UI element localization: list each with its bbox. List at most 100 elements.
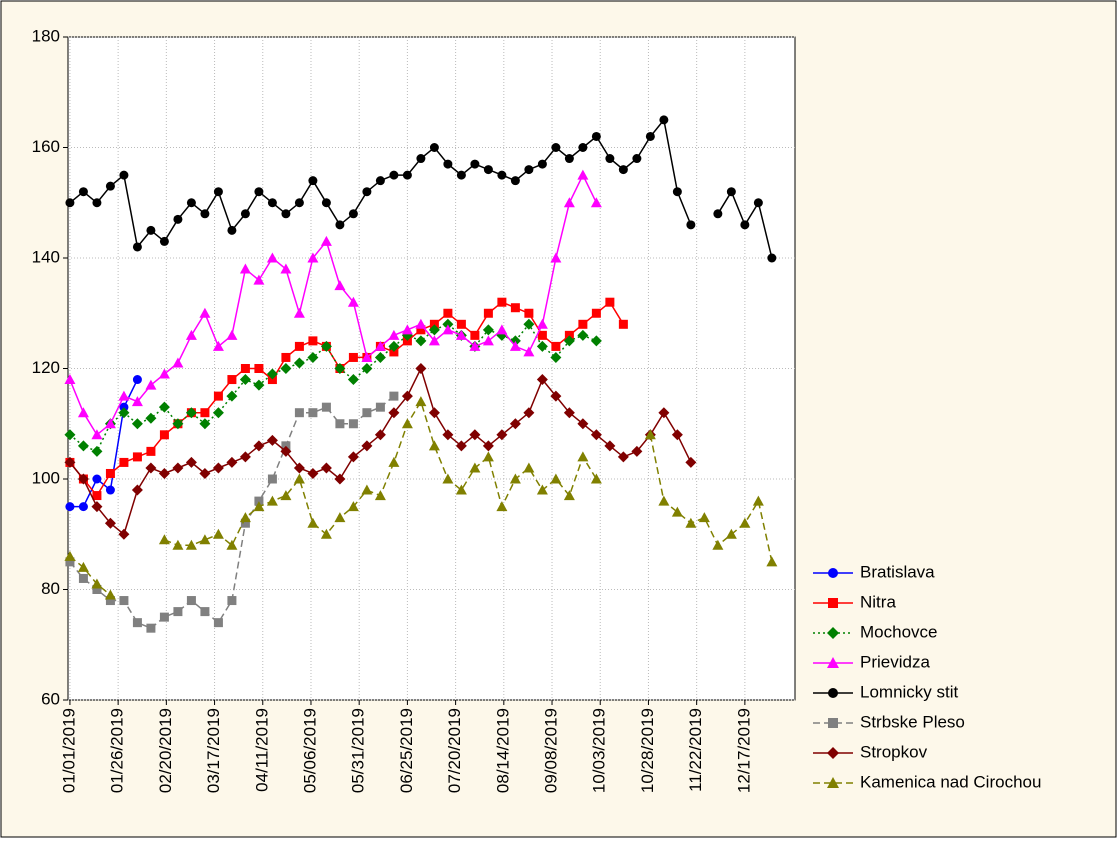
marker bbox=[550, 252, 562, 263]
marker bbox=[64, 550, 76, 561]
marker bbox=[320, 235, 332, 246]
marker bbox=[537, 159, 547, 169]
marker bbox=[146, 623, 156, 633]
marker bbox=[416, 325, 426, 335]
marker bbox=[91, 578, 103, 589]
marker bbox=[78, 573, 88, 583]
marker bbox=[375, 402, 385, 412]
marker bbox=[605, 297, 615, 307]
marker bbox=[281, 441, 291, 451]
marker bbox=[523, 407, 535, 419]
marker bbox=[335, 419, 345, 429]
marker bbox=[685, 456, 697, 468]
marker bbox=[671, 506, 683, 517]
marker bbox=[496, 324, 508, 335]
marker bbox=[536, 374, 548, 386]
marker bbox=[618, 319, 628, 329]
y-tick-label: 80 bbox=[41, 579, 60, 598]
marker bbox=[77, 440, 89, 452]
x-tick-label: 05/06/2019 bbox=[300, 708, 319, 793]
marker bbox=[226, 329, 238, 340]
x-tick-label: 05/31/2019 bbox=[349, 708, 368, 793]
marker bbox=[658, 407, 670, 419]
marker bbox=[536, 484, 548, 495]
series-line bbox=[69, 323, 597, 453]
marker bbox=[293, 462, 305, 474]
x-tick-label: 12/17/2019 bbox=[734, 708, 753, 793]
marker bbox=[389, 170, 399, 180]
marker bbox=[482, 451, 494, 462]
series-line bbox=[69, 173, 598, 436]
marker bbox=[266, 368, 278, 380]
marker bbox=[172, 462, 184, 474]
marker bbox=[145, 462, 157, 474]
marker bbox=[618, 165, 628, 175]
marker bbox=[320, 340, 332, 352]
marker bbox=[402, 170, 412, 180]
marker bbox=[672, 187, 682, 197]
marker bbox=[159, 236, 169, 246]
legend-label: Bratislava bbox=[860, 562, 935, 581]
marker bbox=[267, 474, 277, 484]
marker bbox=[536, 340, 548, 352]
marker bbox=[267, 198, 277, 208]
marker bbox=[828, 568, 838, 578]
marker bbox=[658, 495, 670, 506]
marker bbox=[428, 407, 440, 419]
marker bbox=[226, 539, 238, 550]
marker bbox=[766, 556, 778, 567]
marker bbox=[158, 467, 170, 479]
marker bbox=[227, 225, 237, 235]
marker bbox=[361, 363, 373, 374]
marker bbox=[92, 491, 102, 501]
marker bbox=[199, 307, 211, 318]
marker bbox=[104, 589, 116, 600]
marker bbox=[753, 198, 763, 208]
marker bbox=[64, 429, 76, 441]
marker bbox=[308, 408, 318, 418]
marker bbox=[428, 324, 440, 336]
marker bbox=[563, 335, 575, 347]
marker bbox=[456, 170, 466, 180]
marker bbox=[65, 557, 75, 567]
y-tick-label: 60 bbox=[41, 689, 60, 708]
marker bbox=[415, 363, 427, 374]
marker bbox=[388, 407, 400, 419]
series bbox=[65, 115, 777, 263]
marker bbox=[827, 627, 839, 639]
marker bbox=[105, 181, 115, 191]
marker bbox=[550, 473, 562, 484]
marker bbox=[563, 197, 575, 208]
marker bbox=[253, 501, 265, 512]
marker bbox=[146, 446, 156, 456]
marker bbox=[280, 263, 292, 274]
marker bbox=[240, 209, 250, 219]
x-tick-label: 10/03/2019 bbox=[590, 708, 609, 793]
marker bbox=[253, 274, 265, 285]
marker bbox=[65, 198, 75, 208]
marker bbox=[213, 391, 223, 401]
marker bbox=[92, 585, 102, 594]
marker bbox=[470, 330, 480, 340]
marker bbox=[347, 501, 359, 512]
marker bbox=[455, 440, 467, 452]
marker bbox=[617, 451, 629, 463]
marker bbox=[253, 440, 265, 452]
marker bbox=[280, 490, 292, 501]
marker bbox=[428, 335, 440, 346]
marker bbox=[828, 598, 838, 608]
marker bbox=[77, 473, 89, 485]
marker bbox=[416, 154, 426, 164]
marker bbox=[200, 209, 210, 219]
marker bbox=[497, 170, 507, 180]
marker bbox=[455, 484, 467, 495]
axes: 60 80 100 120 140 160 180 01/01/2019 01/26/2019 0… bbox=[32, 26, 754, 793]
marker bbox=[104, 517, 116, 529]
x-tick-label: 06/25/2019 bbox=[397, 708, 416, 793]
marker bbox=[77, 561, 89, 572]
marker bbox=[686, 220, 696, 230]
marker bbox=[443, 308, 453, 318]
marker bbox=[496, 429, 508, 441]
marker bbox=[213, 618, 223, 628]
marker bbox=[442, 429, 454, 441]
